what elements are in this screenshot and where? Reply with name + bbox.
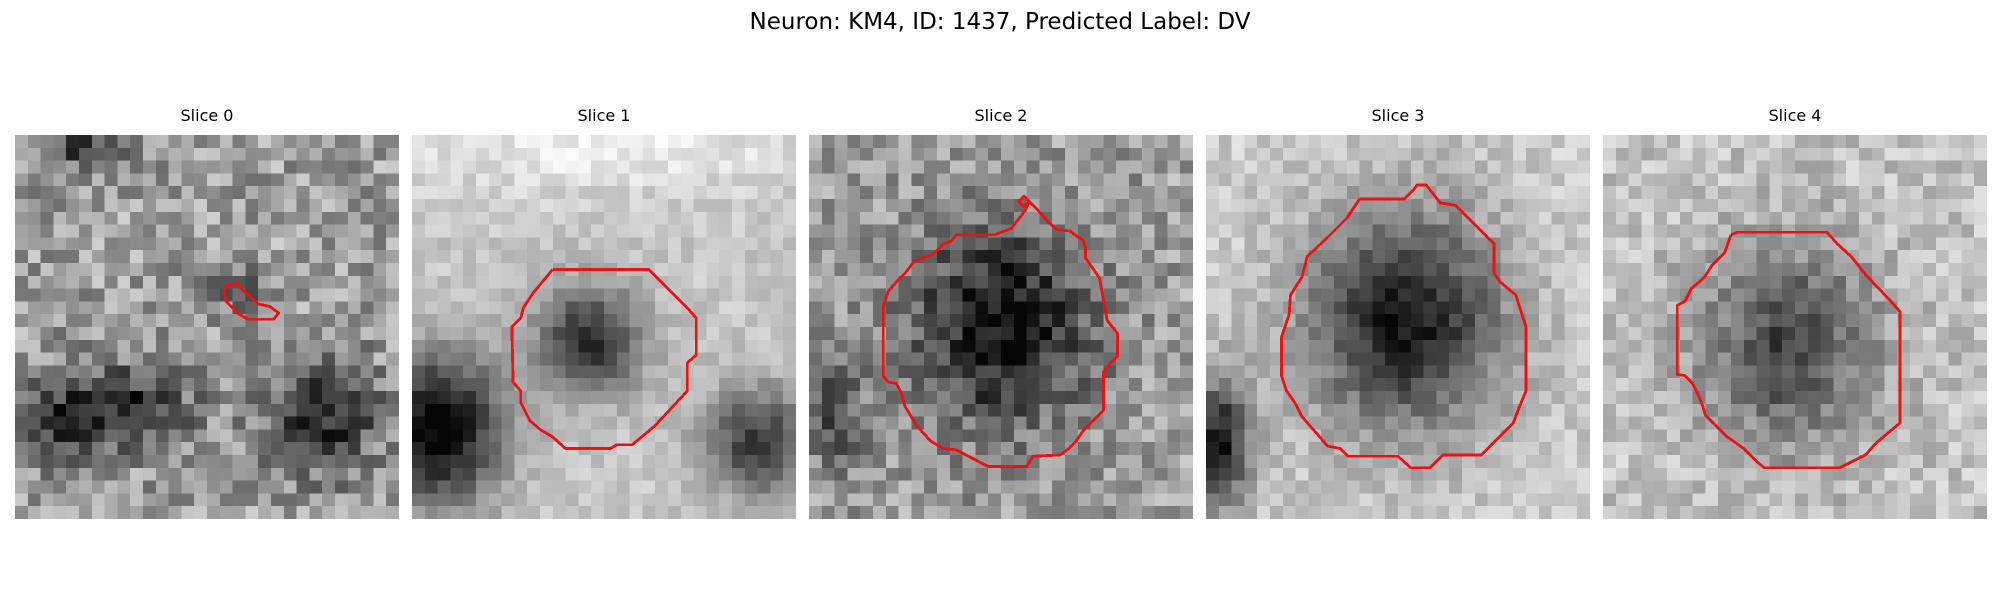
slice-title: Slice 3 [1371,106,1425,125]
slice-panel-2: Slice 2 [809,106,1193,519]
slice-title: Slice 0 [180,106,234,125]
segmentation-contour-small [1016,194,1032,209]
slice-image [1603,135,1987,519]
slice-image [1206,135,1590,519]
grayscale-pixels [1603,135,1987,519]
segmentation-contour [1280,183,1528,470]
segmentation-contour [1675,230,1902,470]
slice-panel-0: Slice 0 [15,106,399,519]
segmentation-contour [222,282,281,321]
slice-title: Slice 4 [1768,106,1822,125]
grayscale-pixels [412,135,796,519]
slice-panel-3: Slice 3 [1206,106,1590,519]
slice-image [412,135,796,519]
slice-panel-1: Slice 1 [412,106,796,519]
slice-title: Slice 2 [974,106,1028,125]
grayscale-pixels [15,135,399,519]
slice-image [809,135,1193,519]
segmentation-contour [510,267,698,451]
slice-title: Slice 1 [577,106,631,125]
slice-image [15,135,399,519]
grayscale-pixels [1206,135,1590,519]
figure-title: Neuron: KM4, ID: 1437, Predicted Label: … [749,9,1251,35]
segmentation-contour [881,200,1119,468]
grayscale-pixels [809,135,1193,519]
slice-panel-4: Slice 4 [1603,106,1987,519]
